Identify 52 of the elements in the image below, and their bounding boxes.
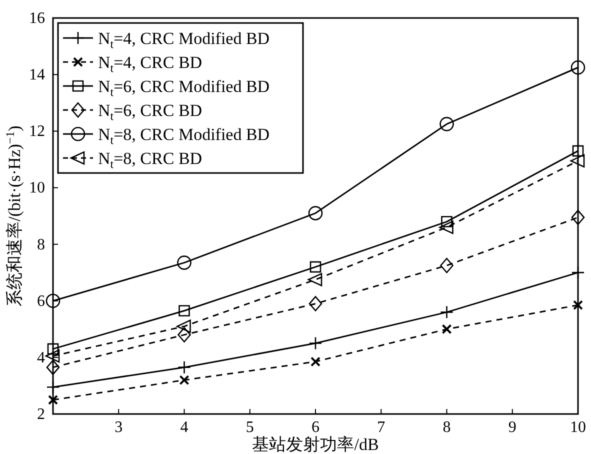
x-tick-label: 7 (377, 419, 386, 436)
point (176, 320, 191, 333)
legend-label: N$_{t}$=6, CRC BD (98, 101, 202, 123)
point (308, 336, 322, 350)
point (47, 343, 59, 355)
legend-label: N$_{t}$=4, CRC BD (98, 53, 202, 75)
point (310, 261, 322, 273)
y-tick-label: 16 (29, 10, 45, 27)
legend-label: N$_{t}$=8, CRC BD (98, 149, 202, 171)
x-tick-label: 5 (246, 419, 254, 436)
point (46, 294, 60, 308)
point (48, 394, 58, 405)
point (178, 360, 191, 374)
y-tick-label: 8 (37, 236, 45, 254)
point (177, 256, 192, 270)
legend-label: N$_{t}$=8, CRC Modified BD (98, 125, 270, 147)
x-tick-label: 10 (570, 419, 586, 436)
point (45, 349, 60, 363)
x-axis-title: 基站发射功率/dB (252, 435, 379, 454)
point (178, 305, 190, 316)
point (308, 272, 322, 286)
x-tick-label: 6 (312, 419, 320, 436)
point (570, 154, 585, 168)
y-tick-label: 4 (37, 349, 45, 366)
x-tick-label: 3 (114, 419, 123, 436)
point (570, 60, 586, 75)
point (439, 220, 454, 234)
y-tick-label: 2 (37, 406, 45, 423)
point (440, 258, 454, 274)
point (571, 210, 585, 226)
y-tick-label: 12 (29, 123, 45, 140)
point (308, 206, 323, 220)
legend-label: N$_{t}$=6, CRC Modified BD (98, 77, 270, 99)
point (573, 300, 583, 310)
point (440, 306, 454, 319)
x-tick-label: 4 (180, 419, 188, 436)
point (308, 296, 322, 312)
point (46, 360, 60, 375)
point (571, 266, 585, 280)
point (572, 145, 584, 157)
point (442, 324, 452, 334)
x-tick-label: 8 (442, 419, 451, 436)
legend-label: N$_{t}$=4, CRC Modified BD (98, 29, 270, 51)
y-tick-label: 6 (37, 292, 45, 310)
point (179, 375, 190, 386)
y-tick-label: 14 (29, 66, 45, 84)
point (310, 356, 320, 367)
point (178, 327, 191, 342)
point (46, 380, 60, 394)
y-tick-label: 10 (29, 180, 45, 197)
x-tick-label: 9 (508, 419, 516, 436)
point (440, 116, 454, 132)
